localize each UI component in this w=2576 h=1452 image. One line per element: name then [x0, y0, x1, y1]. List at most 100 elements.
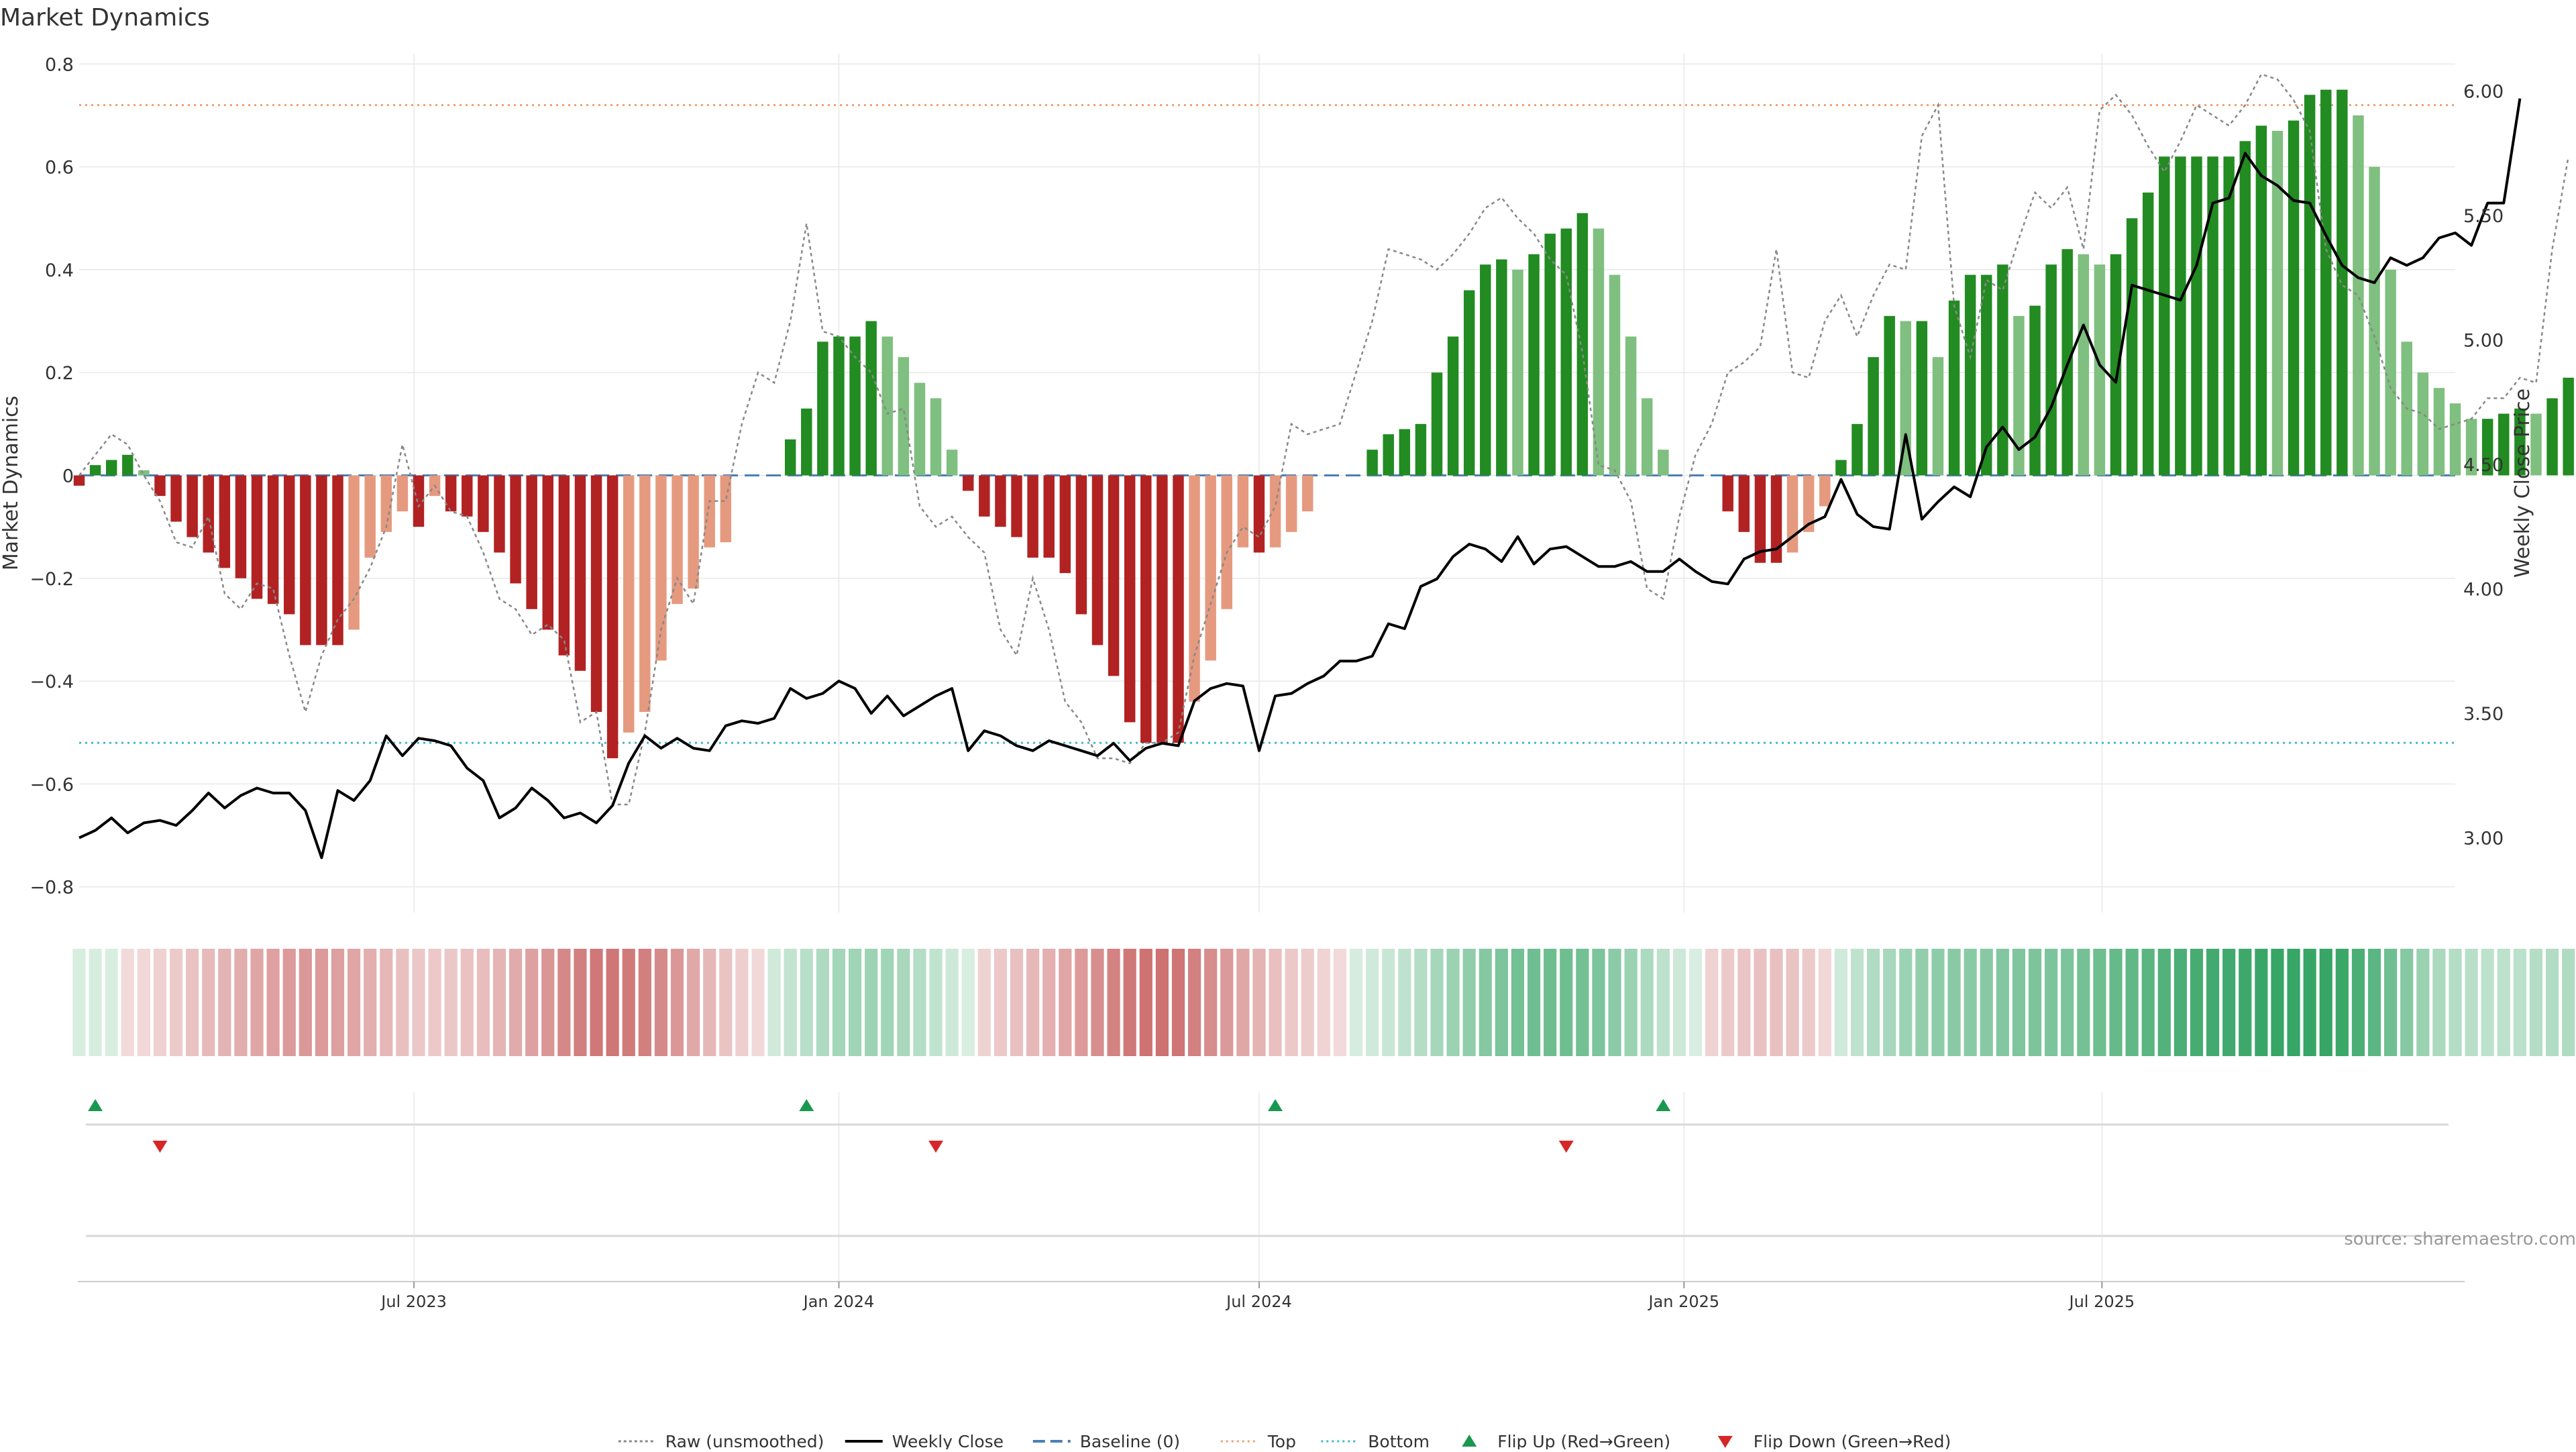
legend: Raw (unsmoothed) Weekly Close Baseline (0)…	[618, 1432, 1951, 1451]
heat-cell	[492, 949, 506, 1056]
bar	[1253, 475, 1265, 553]
bar	[2239, 141, 2251, 476]
bar	[914, 382, 926, 476]
heat-cell	[1527, 949, 1541, 1056]
bar	[1819, 475, 1831, 507]
heat-cell	[396, 949, 409, 1056]
bar	[849, 336, 861, 476]
heat-cell	[1236, 949, 1250, 1056]
bar	[2045, 264, 2057, 476]
bar	[1496, 259, 1507, 476]
bar	[219, 475, 231, 568]
bar	[1528, 254, 1540, 476]
bar	[672, 475, 683, 605]
heat-cell	[1107, 949, 1120, 1056]
bar	[1383, 434, 1394, 476]
bar	[2255, 125, 2267, 476]
heat-cell	[1398, 949, 1411, 1056]
heat-cell	[2319, 949, 2332, 1056]
bar	[1884, 315, 1895, 476]
heat-cell	[961, 949, 975, 1056]
heat-cell	[945, 949, 959, 1056]
x-tick-label: Jan 2025	[1647, 1292, 1719, 1311]
heat-cell	[1834, 949, 1847, 1056]
bar	[478, 475, 489, 532]
legend-item-raw: Raw (unsmoothed)	[618, 1432, 824, 1451]
heat-cell	[2481, 949, 2494, 1056]
level-lines	[79, 104, 2455, 744]
heat-cell	[202, 949, 215, 1056]
heat-cell	[1414, 949, 1428, 1056]
legend-item-bottom: Bottom	[1321, 1432, 1430, 1451]
heat-cell	[1996, 949, 2009, 1056]
bar	[2126, 218, 2138, 476]
heat-cell	[1333, 949, 1347, 1056]
heat-cell	[1737, 949, 1751, 1056]
bar	[946, 450, 958, 476]
heat-cell	[1010, 949, 1024, 1056]
heat-cell	[2222, 949, 2236, 1056]
bar	[1609, 274, 1621, 476]
heat-cell	[2093, 949, 2106, 1056]
heat-cell	[2562, 949, 2575, 1056]
bar	[105, 460, 117, 476]
bar	[2498, 413, 2510, 476]
heat-cell	[800, 949, 813, 1056]
heat-cell	[1786, 949, 1799, 1056]
bar	[2546, 398, 2558, 476]
heat-cell	[590, 949, 603, 1056]
bar	[2385, 269, 2396, 476]
y-tick-label: −0.8	[30, 878, 74, 898]
bar	[2288, 120, 2300, 476]
bar	[995, 475, 1006, 527]
heat-cell	[2303, 949, 2316, 1056]
bar	[2337, 89, 2348, 476]
heat-cell	[1366, 949, 1379, 1056]
bar	[2530, 413, 2542, 476]
bar	[2369, 166, 2380, 476]
heat-cell	[299, 949, 312, 1056]
heat-cell	[460, 949, 474, 1056]
bar	[1868, 357, 1879, 476]
heat-cell	[476, 949, 490, 1056]
heat-cell	[331, 949, 345, 1056]
bar	[300, 475, 311, 645]
heat-cell	[1462, 949, 1476, 1056]
heat-cell	[2367, 949, 2381, 1056]
heat-cell	[1672, 949, 1686, 1056]
heat-cell	[994, 949, 1008, 1056]
bar	[2417, 372, 2429, 476]
heat-cell	[364, 949, 377, 1056]
bar	[1803, 475, 1815, 532]
legend-label: Weekly Close	[892, 1432, 1004, 1449]
heat-cell	[2157, 949, 2171, 1056]
bar	[251, 475, 263, 599]
heat-cell	[1349, 949, 1363, 1056]
flip-up-marker	[1268, 1099, 1283, 1111]
bar	[2110, 254, 2122, 476]
y2-tick-label: 4.50	[2463, 455, 2504, 476]
heat-cell	[541, 949, 555, 1056]
heat-cell	[1075, 949, 1088, 1056]
bar	[2191, 156, 2202, 476]
bar	[494, 475, 505, 553]
flip-down-marker	[1558, 1141, 1574, 1153]
heat-cell	[1576, 949, 1589, 1056]
heat-cell	[719, 949, 733, 1056]
source-annotation: source: sharemaestro.com	[2344, 1229, 2576, 1249]
bar	[1722, 475, 1733, 512]
bar	[1625, 336, 1637, 476]
bar	[1399, 429, 1411, 476]
legend-item-top: Top	[1220, 1432, 1296, 1451]
heat-cell	[1511, 949, 1525, 1056]
heat-cell	[1560, 949, 1573, 1056]
bar	[1173, 475, 1184, 743]
y2-tick-label: 3.00	[2463, 829, 2504, 849]
heat-cell	[606, 949, 619, 1056]
heat-cell	[1187, 949, 1201, 1056]
bar	[1981, 274, 1992, 476]
flip-up-marker	[799, 1099, 814, 1111]
bar	[720, 475, 732, 543]
heat-cell	[977, 949, 991, 1056]
bar	[2465, 419, 2477, 476]
